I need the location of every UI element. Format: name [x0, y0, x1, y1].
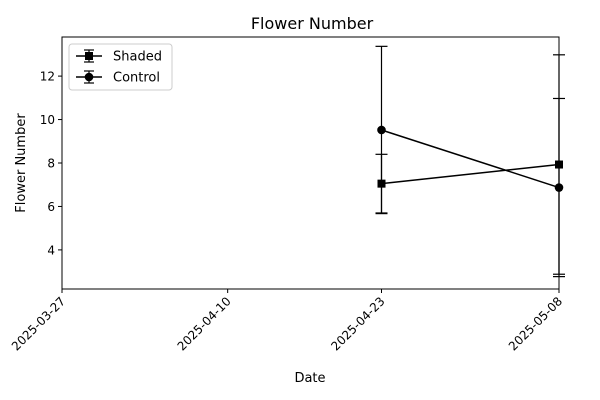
x-tick-label: 2025-03-27: [9, 294, 68, 353]
y-axis-label: Flower Number: [14, 113, 29, 213]
x-axis: 2025-03-27 2025-04-10 2025-04-23 2025-05-08: [9, 289, 565, 353]
chart-title: Flower Number: [251, 14, 374, 33]
x-tick-label: 2025-04-10: [175, 294, 234, 353]
legend-marker-control: [84, 72, 94, 82]
data-point-control: [377, 125, 386, 135]
series-shaded: [375, 54, 565, 275]
series-line-shaded: [381, 163, 560, 185]
y-tick-label: 8: [47, 157, 55, 171]
x-tick-label: 2025-05-08: [506, 294, 565, 353]
series-line-control: [381, 129, 560, 189]
series-control: [375, 45, 565, 278]
legend-marker-shaded: [85, 52, 93, 60]
y-tick-label: 6: [47, 200, 55, 214]
x-axis-label: Date: [294, 371, 325, 386]
legend-label-control: Control: [113, 71, 160, 86]
x-tick-label: 2025-04-23: [328, 294, 387, 353]
y-axis: 4 6 8 10 12: [40, 70, 62, 257]
y-tick-label: 12: [40, 70, 55, 84]
legend-label-shaded: Shaded: [113, 50, 162, 65]
y-tick-label: 4: [47, 243, 55, 257]
plot-area: [375, 45, 565, 278]
y-tick-label: 10: [40, 113, 55, 127]
legend: Shaded Control: [68, 43, 173, 91]
